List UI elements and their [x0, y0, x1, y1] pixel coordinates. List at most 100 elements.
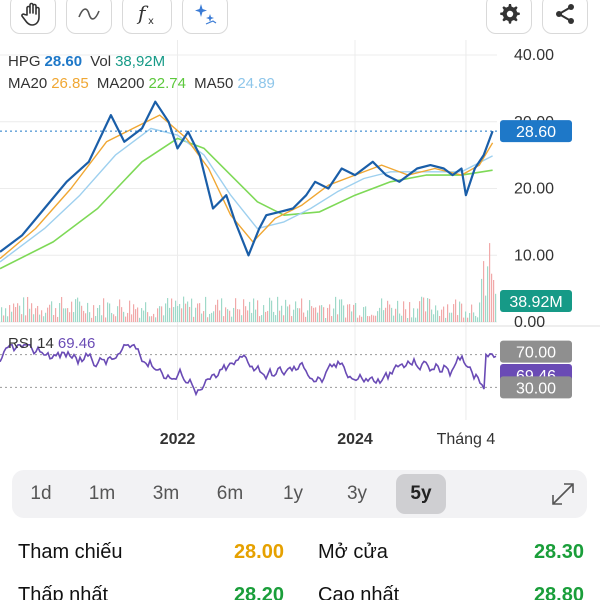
volume-bar — [119, 299, 121, 322]
range-button-6m[interactable]: 6m — [216, 483, 244, 504]
range-button-3m[interactable]: 3m — [152, 483, 180, 504]
stat-label-low: Thấp nhất — [18, 584, 109, 600]
volume-bar — [355, 303, 357, 322]
volume-bar — [313, 307, 315, 322]
range-button-1y[interactable]: 1y — [282, 483, 304, 504]
volume-bar — [173, 307, 175, 322]
volume-bar — [263, 305, 265, 322]
volume-bar — [211, 312, 213, 322]
volume-bar — [485, 295, 487, 322]
volume-bar — [407, 317, 409, 322]
price-tick-label: 0.00 — [514, 314, 545, 331]
volume-bar — [399, 313, 401, 322]
volume-bar — [29, 308, 31, 322]
volume-bar — [193, 316, 195, 322]
range-button-1d[interactable]: 1d — [30, 483, 52, 504]
volume-bar — [129, 300, 131, 322]
volume-bar — [59, 303, 61, 322]
volume-bar — [101, 315, 103, 322]
volume-bar — [415, 317, 417, 322]
volume-bar — [53, 315, 55, 322]
share-button[interactable] — [542, 0, 588, 34]
volume-bar — [267, 310, 269, 322]
volume-bar — [447, 304, 449, 322]
volume-bar — [387, 300, 389, 322]
volume-bar — [31, 303, 33, 322]
volume-bar — [45, 312, 47, 322]
volume-bar — [383, 310, 385, 322]
volume-bar — [33, 314, 35, 322]
volume-bar — [207, 317, 209, 322]
volume-bar — [377, 311, 379, 322]
settings-button[interactable] — [486, 0, 532, 34]
volume-bar — [247, 310, 249, 322]
volume-bar — [115, 316, 117, 322]
volume-bar — [293, 309, 295, 322]
volume-bar — [409, 302, 411, 322]
volume-bar — [451, 312, 453, 322]
time-tick-label: 2022 — [160, 431, 196, 448]
vol-value: 38,92M — [115, 53, 166, 70]
hand-tool-button[interactable] — [10, 0, 56, 34]
range-button-3y[interactable]: 3y — [346, 483, 368, 504]
volume-bar — [397, 300, 399, 322]
volume-bar — [71, 301, 73, 322]
indicator-tool-button[interactable]: f x — [122, 0, 172, 34]
volume-bar — [453, 304, 455, 322]
volume-bar — [133, 304, 135, 322]
price-tick-label: 40.00 — [514, 47, 554, 64]
volume-bar — [273, 311, 275, 322]
rsi-value: 69.46 — [57, 335, 96, 352]
expand-icon[interactable] — [549, 480, 577, 508]
volume-bar — [391, 307, 393, 322]
rsi-70-badge: 70.00 — [516, 345, 556, 362]
volume-bar — [183, 296, 185, 322]
rsi-legend: RSI 14 69.46 — [8, 334, 99, 354]
ma200-value: 22.74 — [148, 75, 186, 92]
volume-bar — [349, 304, 351, 322]
volume-bar — [375, 315, 377, 322]
volume-bar — [381, 298, 383, 322]
volume-bar — [419, 301, 421, 322]
volume-bar — [389, 304, 391, 322]
ma200-label: MA200 — [96, 75, 145, 92]
volume-bar — [201, 313, 203, 322]
volume-bar — [289, 304, 291, 322]
volume-bar — [265, 311, 267, 322]
volume-bar — [249, 301, 251, 322]
vol-label: Vol — [90, 53, 112, 70]
volume-bar — [209, 313, 211, 322]
volume-bar — [361, 316, 363, 322]
volume-bar — [473, 312, 475, 322]
volume-bar — [403, 301, 405, 322]
volume-bar — [417, 308, 419, 322]
volume-bar — [147, 312, 149, 322]
series-line-hpg — [0, 100, 494, 257]
volume-bar — [423, 297, 425, 322]
volume-badge: 38.92M — [509, 294, 562, 311]
rsi-30-badge-bg — [500, 376, 572, 399]
volume-bar — [345, 317, 347, 322]
volume-bar — [379, 307, 381, 322]
ai-tool-button[interactable] — [182, 0, 228, 34]
volume-bar — [297, 308, 299, 322]
volume-bar — [185, 303, 187, 322]
volume-bar — [103, 298, 105, 322]
series-line-ma200 — [0, 137, 493, 270]
volume-bar — [269, 297, 271, 322]
volume-bar — [155, 317, 157, 322]
volume-bar — [481, 278, 483, 322]
draw-tool-button[interactable] — [66, 0, 112, 34]
range-button-1m[interactable]: 1m — [88, 483, 116, 504]
volume-bar — [299, 308, 301, 322]
rsi-30-badge: 30.00 — [516, 380, 556, 397]
volume-bar — [61, 296, 63, 322]
volume-bar — [49, 304, 51, 322]
volume-bar — [157, 308, 159, 322]
volume-bar — [21, 314, 23, 322]
price-legend: HPG 28.60 Vol 38,92M — [8, 52, 169, 72]
volume-bar — [163, 315, 165, 322]
range-button-5y[interactable]: 5y — [396, 474, 446, 514]
price-tick-label: 10.00 — [514, 247, 554, 264]
